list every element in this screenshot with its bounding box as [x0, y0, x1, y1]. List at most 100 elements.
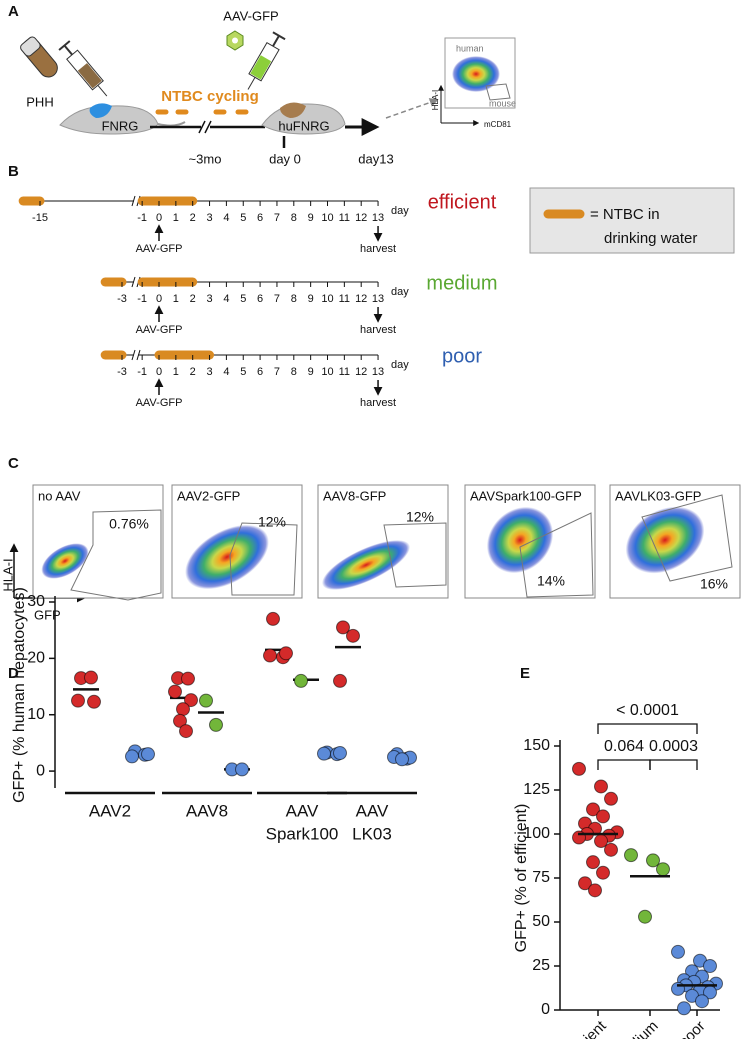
tick-label: 8	[291, 212, 297, 224]
dashed-arrow	[385, 98, 439, 119]
flow-gate	[641, 494, 733, 582]
data-point	[671, 944, 685, 959]
x-tick-label: AAV	[356, 801, 389, 820]
start-label: day 0	[269, 151, 301, 166]
unit-label: day	[391, 205, 409, 217]
tick-label: 7	[274, 293, 280, 305]
y-tick-label: 0	[36, 762, 45, 779]
profile-label: medium	[426, 272, 497, 294]
data-point	[604, 791, 618, 806]
gate-percent: 16%	[700, 576, 728, 592]
flow-population	[41, 543, 89, 579]
flow-gate	[485, 83, 511, 101]
data-point	[336, 620, 350, 635]
data-point	[588, 883, 602, 898]
harvest-label: harvest	[360, 324, 396, 336]
data-point	[695, 994, 709, 1009]
tick-label: 4	[223, 366, 229, 378]
break	[198, 120, 206, 134]
legend-text: drinking water	[604, 230, 697, 247]
axis-label: GFP	[34, 607, 61, 622]
flow-population	[625, 506, 705, 574]
tick-label: -1	[137, 366, 147, 378]
tick-label: 7	[274, 366, 280, 378]
x-tick-label: Spark100	[266, 824, 339, 843]
flow-gate	[70, 509, 162, 601]
mouse-label: huFNRG	[278, 118, 329, 133]
x-tick-label: medium	[612, 1018, 662, 1039]
virus-core	[232, 37, 238, 44]
data-point	[677, 1001, 691, 1016]
data-point	[346, 628, 360, 643]
tick-label: 2	[190, 366, 196, 378]
mouse-label: FNRG	[102, 118, 139, 133]
data-point	[594, 779, 608, 794]
tick-label: 10	[321, 293, 333, 305]
x-tick-label: poor	[675, 1018, 708, 1039]
data-point	[604, 842, 618, 857]
tick-label: 5	[240, 212, 246, 224]
y-axis-label: GFP+ (% human hepatocytes)	[11, 587, 28, 803]
break	[131, 276, 136, 288]
flow-population	[452, 56, 500, 92]
unit-label: day	[391, 286, 409, 298]
gate-percent: 12%	[258, 514, 286, 530]
tick-label: 13	[372, 212, 384, 224]
tick-label: 0	[156, 366, 162, 378]
harvest-label: harvest	[360, 397, 396, 409]
tick-label: 0	[156, 293, 162, 305]
tick-label: 0	[156, 212, 162, 224]
data-point	[199, 693, 213, 708]
mouse-fnrg: FNRG	[59, 103, 186, 135]
data-point	[173, 713, 187, 728]
tick-label: 1	[173, 366, 179, 378]
tick-label: 9	[308, 293, 314, 305]
tick-label: 3	[206, 293, 212, 305]
tick-label: 6	[257, 366, 263, 378]
data-point	[596, 809, 610, 824]
data-point	[71, 693, 85, 708]
tick-label: -1	[137, 212, 147, 224]
data-point	[266, 611, 280, 626]
x-tick-label: AAV2	[89, 801, 131, 820]
tick-label: 11	[339, 212, 350, 224]
tick-label: 2	[190, 212, 196, 224]
end-label: day13	[358, 151, 393, 166]
tick-label: 7	[274, 212, 280, 224]
plot-title: AAV8-GFP	[323, 488, 386, 503]
x-tick-label: LK03	[352, 824, 392, 843]
population-label: human	[456, 43, 484, 53]
gate-percent: 14%	[537, 573, 565, 589]
tick-label: -3	[117, 293, 127, 305]
data-point	[279, 646, 293, 661]
panel-letter: D	[8, 665, 19, 682]
profile-label: efficient	[428, 191, 497, 213]
tick-label: 6	[257, 212, 263, 224]
tick-label: 3	[206, 366, 212, 378]
data-point	[333, 746, 347, 761]
tick-label: -15	[32, 212, 48, 224]
panel-letter: C	[8, 455, 19, 472]
significance-bracket	[649, 759, 698, 770]
tick-label: 6	[257, 293, 263, 305]
syringe	[58, 40, 108, 97]
tick-label: 1	[173, 293, 179, 305]
legend-box	[529, 187, 735, 254]
axis-label: mCD81	[484, 120, 512, 129]
flow-plot	[32, 484, 164, 599]
y-tick-label: 50	[532, 913, 550, 930]
tick-label: 11	[339, 293, 350, 305]
data-point	[235, 762, 249, 777]
data-point	[141, 747, 155, 762]
break	[204, 120, 212, 134]
data-point	[586, 802, 600, 817]
data-point	[87, 694, 101, 709]
syringe	[247, 31, 286, 90]
tick-label: 13	[372, 293, 384, 305]
y-tick-label: 150	[523, 737, 550, 754]
injection-label: AAV-GFP	[136, 243, 183, 255]
tick-label: 13	[372, 366, 384, 378]
plot-title: AAVLK03-GFP	[615, 488, 701, 503]
break	[136, 349, 141, 361]
